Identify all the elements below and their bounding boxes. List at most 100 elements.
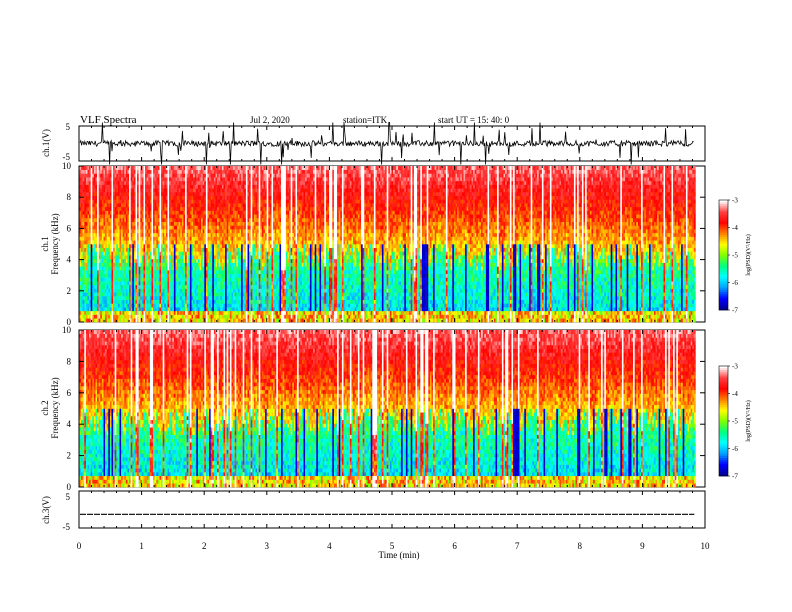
spectrogram-cell <box>268 225 270 229</box>
spectrogram-cell <box>184 222 186 226</box>
spectrogram-cell <box>112 266 114 270</box>
spectrogram-cell <box>121 274 123 278</box>
spectrogram-cell <box>259 318 261 322</box>
spectrogram-cell <box>200 270 202 274</box>
spectrogram-cell <box>169 166 171 170</box>
spectrogram-cell <box>203 251 205 255</box>
spectrogram-cell <box>212 199 214 203</box>
spectrogram-cell <box>219 259 221 263</box>
spectrogram-cell <box>243 259 245 263</box>
spectrogram-cell <box>256 289 258 293</box>
spectrogram-cell <box>198 222 200 226</box>
spectrogram-cell <box>158 289 160 293</box>
spectrogram-cell <box>214 173 216 177</box>
spectrogram-cell <box>136 233 138 237</box>
spectrogram-cell <box>228 185 230 189</box>
spectrogram-cell <box>248 177 250 181</box>
spectrogram-cell <box>131 229 133 233</box>
spectrogram-cell <box>129 214 131 218</box>
spectrogram-cell <box>190 214 192 218</box>
spectrogram-cell <box>214 289 216 293</box>
spectrogram-cell <box>94 259 96 263</box>
spectrogram-cell <box>264 185 266 189</box>
spectrogram-cell <box>150 199 152 203</box>
spectrogram-cell <box>94 289 96 293</box>
spectrogram-cell <box>102 248 104 252</box>
spectrogram-cell <box>120 170 122 174</box>
spectrogram-cell <box>228 170 230 174</box>
spectrogram-cell <box>179 307 181 311</box>
spectrogram-cell <box>208 244 210 248</box>
spectrogram-cell <box>163 270 165 274</box>
spectrogram-cell <box>267 281 269 285</box>
spectrogram-cell <box>235 211 237 215</box>
spectrogram-cell <box>174 207 176 211</box>
spectrogram-cell <box>169 207 171 211</box>
spectrogram-cell <box>260 196 262 200</box>
spectrogram-cell <box>188 296 190 300</box>
spectrogram-cell <box>196 211 198 215</box>
spectrogram-cell <box>139 244 141 248</box>
spectrogram-cell <box>115 281 117 285</box>
spectrogram-cell <box>236 207 238 211</box>
spectrogram-cell <box>268 233 270 237</box>
spectrogram-cell <box>187 196 189 200</box>
spectrogram-cell <box>251 192 253 196</box>
spectrogram-cell <box>155 251 157 255</box>
spectrogram-cell <box>137 211 139 215</box>
spectrogram-cell <box>140 225 142 229</box>
spectrogram-cell <box>137 237 139 241</box>
spectrogram-cell <box>164 233 166 237</box>
spectrogram-cell <box>190 218 192 222</box>
spectrogram-cell <box>152 196 154 200</box>
spectrogram-cell <box>148 281 150 285</box>
spectrogram-cell <box>105 203 107 207</box>
spectrogram-cell <box>104 263 106 267</box>
spectrogram-cell <box>227 166 229 170</box>
spectrogram-cell <box>192 292 194 296</box>
spectrogram-cell <box>86 248 88 252</box>
spectrogram-cell <box>240 270 242 274</box>
spectrogram-cell <box>104 222 106 226</box>
spectrogram-cell <box>188 237 190 241</box>
spectrogram-cell <box>96 289 98 293</box>
spectrogram-cell <box>248 285 250 289</box>
spectrogram-cell <box>137 207 139 211</box>
spectrogram-cell <box>94 199 96 203</box>
spectrogram-cell <box>142 303 144 307</box>
spectrogram-cell <box>219 274 221 278</box>
spectrogram-cell <box>252 225 254 229</box>
spectrogram-cell <box>97 277 99 281</box>
spectrogram-cell <box>217 285 219 289</box>
spectrogram-cell <box>164 173 166 177</box>
spectrogram-cell <box>104 225 106 229</box>
spectrogram-cell <box>257 203 259 207</box>
spectrogram-cell <box>267 173 269 177</box>
spectrogram-cell <box>164 311 166 315</box>
spectrogram-cell <box>182 233 184 237</box>
spectrogram-cell <box>214 237 216 241</box>
spectrogram-cell <box>244 240 246 244</box>
spectrogram-cell <box>139 255 141 259</box>
spectrogram-cell <box>164 218 166 222</box>
spectrogram-cell <box>240 188 242 192</box>
spectrogram-cell <box>113 251 115 255</box>
spectrogram-cell <box>262 166 264 170</box>
spectrogram-cell <box>89 259 91 263</box>
spectrogram-cell <box>116 255 118 259</box>
spectrogram-cell <box>118 318 120 322</box>
spectrogram-cell <box>144 289 146 293</box>
spectrogram-cell <box>99 274 101 278</box>
spectrogram-cell <box>134 296 136 300</box>
spectrogram-cell <box>172 263 174 267</box>
spectrogram-cell <box>104 233 106 237</box>
spectrogram-cell <box>104 188 106 192</box>
spectrogram-cell <box>99 222 101 226</box>
spectrogram-cell <box>235 300 237 304</box>
spectrogram-cell <box>147 211 149 215</box>
spectrogram-cell <box>131 170 133 174</box>
spectrogram-cell <box>236 318 238 322</box>
spectrogram-cell <box>195 270 197 274</box>
spectrogram-cell <box>192 203 194 207</box>
spectrogram-cell <box>121 266 123 270</box>
